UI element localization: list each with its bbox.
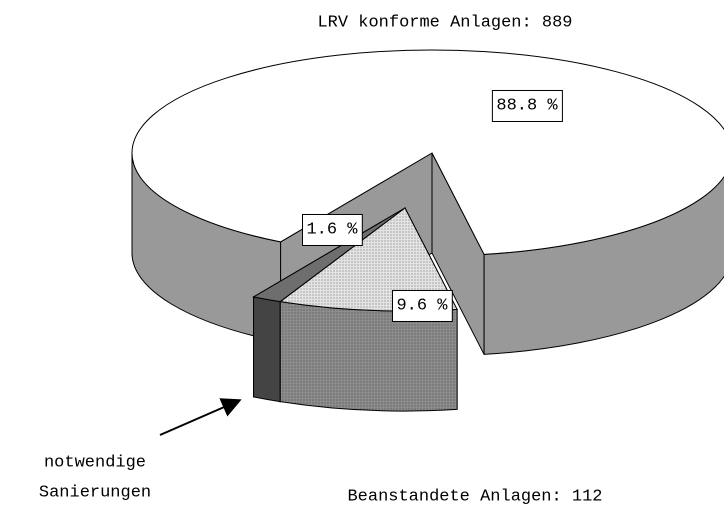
pie bbox=[131, 49, 724, 412]
annotation-top: LRV konforme Anlagen: 889 bbox=[317, 13, 572, 32]
value-label-box bbox=[391, 289, 453, 322]
slice-side bbox=[253, 296, 281, 403]
value-label: 88.8 % bbox=[496, 96, 558, 115]
value-label: 9.6 % bbox=[396, 296, 448, 315]
value-label-box bbox=[301, 213, 363, 246]
arrow bbox=[159, 398, 242, 436]
value-label-box bbox=[491, 89, 563, 122]
slice-top-texture bbox=[280, 208, 458, 312]
value-label: 1.6 % bbox=[306, 220, 358, 239]
annotation-bottom: Beanstandete Anlagen: 112 bbox=[347, 487, 602, 506]
slice-top bbox=[131, 49, 724, 255]
slice-side-texture bbox=[280, 301, 458, 411]
annotation-arrow: notwendige bbox=[44, 453, 146, 472]
annotation-arrow: Sanierungen bbox=[39, 483, 151, 502]
